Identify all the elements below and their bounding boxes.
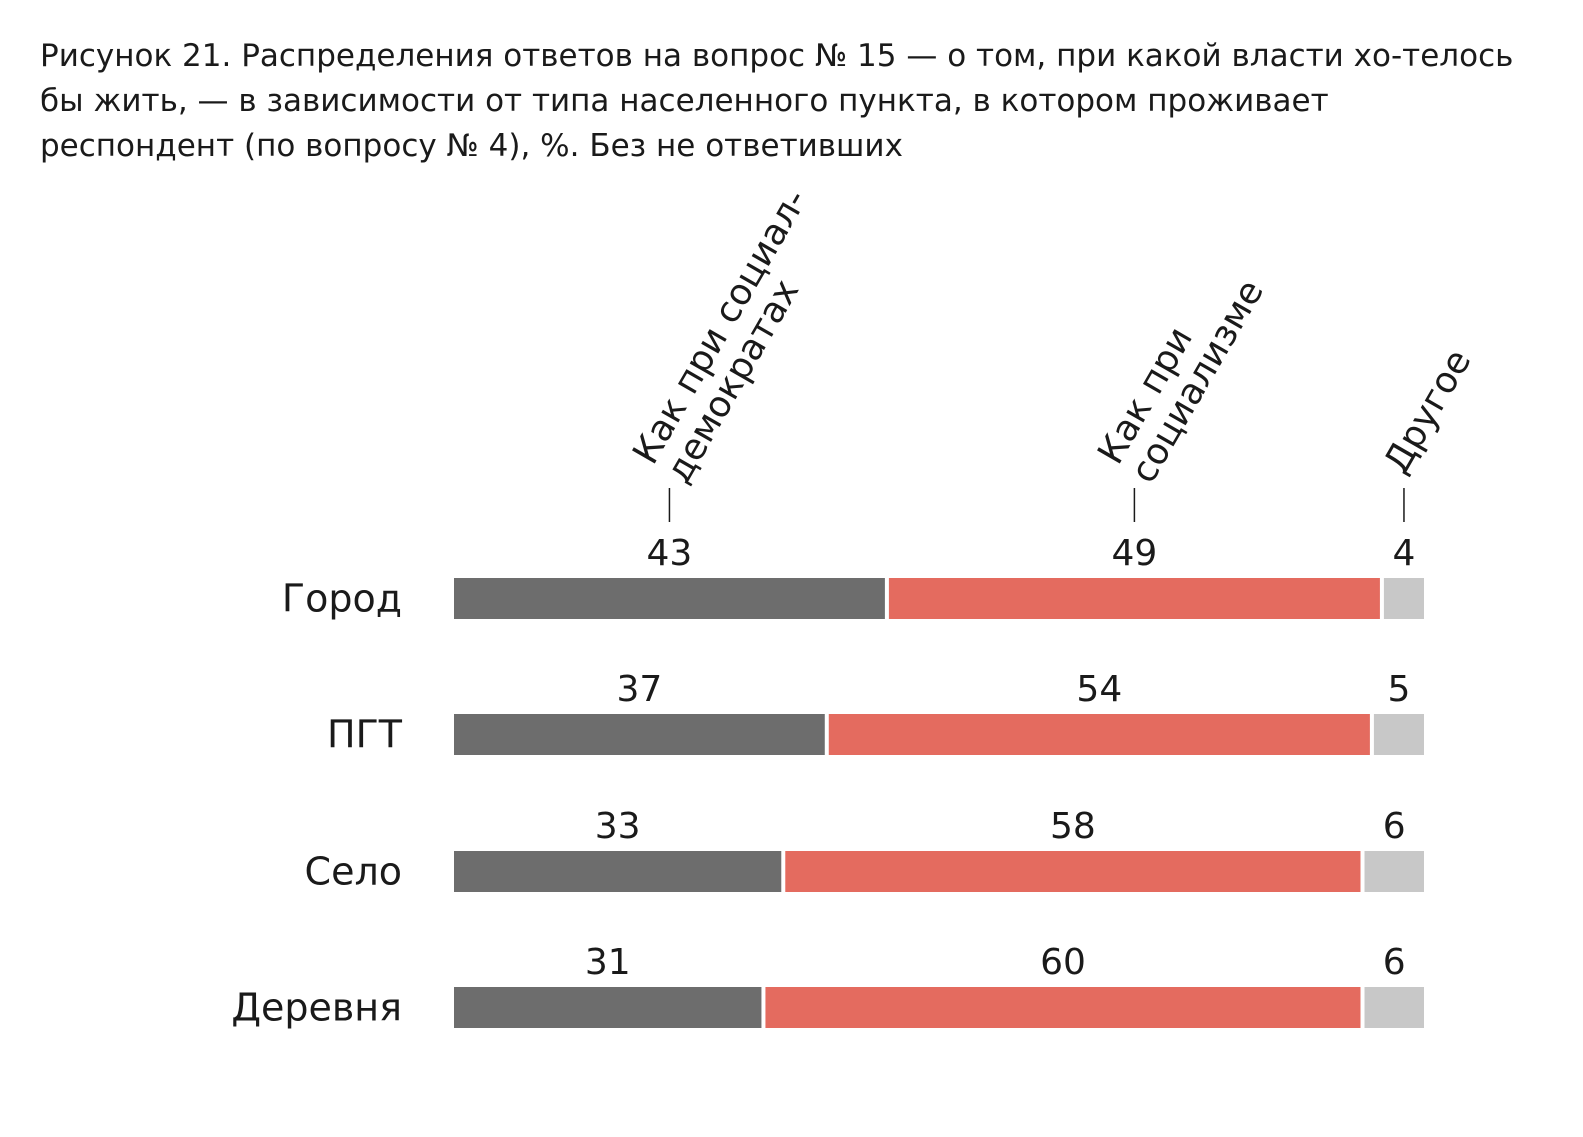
bar-row-0: Город 43 49 4	[282, 533, 1424, 621]
value-label: 6	[1383, 942, 1406, 983]
bar-segment-другое	[1383, 578, 1424, 619]
value-label: 4	[1393, 533, 1416, 574]
bar-segment-как-при-социал-демократах	[454, 578, 885, 619]
bar-segment-другое	[1373, 714, 1424, 755]
category-label: Деревня	[231, 986, 402, 1030]
series-label-как-при-социал-демократах: Как при социал-демократах	[625, 182, 815, 490]
chart-title: Рисунок 21. Распределения ответов на воп…	[40, 38, 1514, 164]
bar-segment-другое	[1364, 987, 1424, 1028]
category-label: ПГТ	[327, 713, 403, 757]
value-label: 31	[585, 942, 631, 983]
bar-segment-как-при-социализме	[828, 714, 1370, 755]
bar-segment-как-при-социализме	[888, 578, 1380, 619]
value-label: 58	[1050, 806, 1096, 847]
chart-rows: Город 43 49 4 ПГТ 37 54 5 Село 33 58 6 Деревня 31 60 6	[231, 533, 1424, 1030]
bar-segment-как-при-социал-демократах	[454, 714, 825, 755]
bar-row-1: ПГТ 37 54 5	[327, 669, 1424, 757]
value-label: 60	[1040, 942, 1086, 983]
category-label: Село	[305, 850, 402, 894]
bar-segment-как-при-социализме	[785, 851, 1361, 892]
bar-segment-как-при-социал-демократах	[454, 987, 762, 1028]
series-label-другое: Другое	[1376, 343, 1479, 481]
bar-row-2: Село 33 58 6	[305, 806, 1424, 894]
value-label: 54	[1076, 669, 1122, 710]
bar-segment-как-при-социал-демократах	[454, 851, 782, 892]
value-label: 6	[1383, 806, 1406, 847]
bar-row-3: Деревня 31 60 6	[231, 942, 1424, 1030]
bar-segment-другое	[1364, 851, 1424, 892]
bar-segment-как-при-социализме	[765, 987, 1361, 1028]
value-label: 37	[616, 669, 662, 710]
value-label: 5	[1387, 669, 1410, 710]
value-label: 33	[595, 806, 641, 847]
value-label: 43	[647, 533, 693, 574]
series-labels: Как при социал-демократах Как присоциализ…	[625, 182, 1479, 522]
series-label-line: Другое	[1376, 343, 1479, 481]
value-label: 49	[1112, 533, 1158, 574]
category-label: Город	[282, 577, 402, 621]
